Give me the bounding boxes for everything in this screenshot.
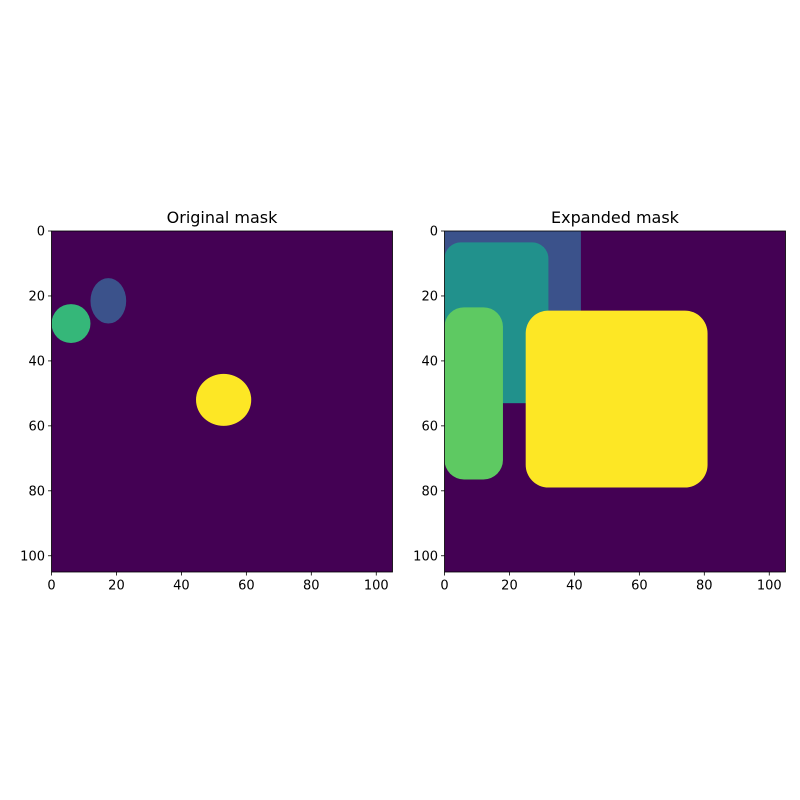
mask-region-4 bbox=[525, 310, 708, 488]
y-tick-label: 40 bbox=[421, 354, 438, 369]
x-tick-label: 80 bbox=[696, 579, 713, 594]
x-tick-label: 20 bbox=[108, 579, 125, 594]
x-tick-label: 0 bbox=[47, 579, 55, 594]
x-tick-label: 20 bbox=[501, 579, 518, 594]
mask-region-3 bbox=[444, 307, 503, 480]
x-tick-label: 40 bbox=[566, 579, 583, 594]
x-tick-label: 60 bbox=[631, 579, 648, 594]
y-tick-label: 20 bbox=[421, 289, 438, 304]
mask-region-1 bbox=[90, 278, 127, 324]
axes-frame bbox=[51, 230, 393, 573]
y-tick-label: 100 bbox=[413, 549, 438, 564]
mask-region-3 bbox=[196, 373, 252, 426]
x-tick-label: 40 bbox=[173, 579, 190, 594]
image-area bbox=[51, 231, 393, 572]
image-area bbox=[444, 231, 786, 572]
y-tick-label: 100 bbox=[20, 549, 45, 564]
x-tick-label: 0 bbox=[440, 579, 448, 594]
y-tick-label: 60 bbox=[421, 419, 438, 434]
mask-region-2 bbox=[51, 304, 91, 344]
y-tick-label: 80 bbox=[28, 484, 45, 499]
y-tick-label: 0 bbox=[430, 225, 438, 240]
x-tick-label: 100 bbox=[364, 579, 389, 594]
axes-frame bbox=[444, 230, 786, 573]
x-tick-label: 100 bbox=[757, 579, 782, 594]
chart-title: Original mask bbox=[167, 208, 278, 227]
y-tick-label: 80 bbox=[421, 484, 438, 499]
x-tick-label: 80 bbox=[303, 579, 320, 594]
y-tick-label: 0 bbox=[37, 225, 45, 240]
y-tick-label: 60 bbox=[28, 419, 45, 434]
x-tick-label: 60 bbox=[238, 579, 255, 594]
y-tick-label: 20 bbox=[28, 289, 45, 304]
chart-title: Expanded mask bbox=[551, 208, 680, 227]
y-tick-label: 40 bbox=[28, 354, 45, 369]
